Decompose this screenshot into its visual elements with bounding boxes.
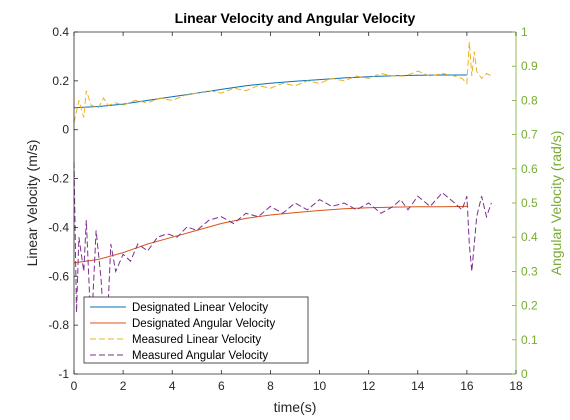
y-axis-title-left: Linear Velocity (m/s) — [24, 140, 40, 267]
measured-linear-velocity-line — [73, 41, 492, 123]
x-tick-label: 12 — [362, 379, 376, 393]
y-tick-label-left: -0.8 — [48, 318, 69, 332]
x-tick-label: 18 — [509, 379, 523, 393]
legend-box — [83, 296, 309, 364]
chart-title: Linear Velocity and Angular Velocity — [175, 10, 416, 26]
axes-layer: 0 2 4 6 8 10 12 14 16 180.40.20-0.2-0.4-0.6-0.8-1… — [48, 25, 538, 393]
y-tick-label-right: 0.7 — [521, 128, 538, 142]
y-tick-label-left: -0.4 — [48, 220, 69, 234]
y-tick-label-right: 0 — [521, 367, 528, 381]
legend: Designated Linear Velocity Designated Ang… — [83, 296, 309, 364]
y-tick-label-left: -1 — [58, 367, 69, 381]
x-tick-label: 6 — [218, 379, 225, 393]
x-tick-label: 2 — [120, 379, 127, 393]
y-tick-label-left: 0 — [62, 123, 69, 137]
y-tick-label-right: 0.4 — [521, 230, 538, 244]
y-tick-label-left: 0.4 — [52, 25, 69, 39]
x-tick-label: 16 — [460, 379, 474, 393]
x-tick-label: 14 — [411, 379, 425, 393]
y-tick-label-right: 1 — [521, 25, 528, 39]
designated-angular-velocity-line — [73, 205, 467, 264]
x-tick-label: 10 — [313, 379, 327, 393]
x-tick-label: 0 — [71, 379, 78, 393]
measured-linear-velocity-legend-label: Measured Linear Velocity — [132, 334, 261, 346]
y-tick-label-right: 0.2 — [521, 299, 538, 313]
y-tick-label-left: 0.2 — [52, 74, 69, 88]
x-tick-label: 4 — [169, 379, 176, 393]
y-tick-label-right: 0.5 — [521, 196, 538, 210]
y-tick-label-right: 0.3 — [521, 264, 538, 278]
y-tick-label-right: 0.9 — [521, 59, 538, 73]
y-tick-label-left: -0.6 — [48, 269, 69, 283]
x-axis-title: time(s) — [274, 399, 317, 415]
y-tick-label-left: -0.2 — [48, 172, 69, 186]
y-tick-label-right: 0.6 — [521, 162, 538, 176]
y-tick-label-right: 0.8 — [521, 93, 538, 107]
designated-linear-velocity-legend-label: Designated Linear Velocity — [132, 302, 268, 314]
y-tick-label-right: 0.1 — [521, 333, 538, 347]
measured-angular-velocity-legend-label: Measured Angular Velocity — [132, 350, 268, 362]
x-tick-label: 8 — [267, 379, 274, 393]
y-axis-title-right: Angular Velocity (rad/s) — [548, 131, 564, 276]
series-layer — [73, 41, 492, 357]
measured-angular-velocity-line — [73, 161, 492, 357]
designated-angular-velocity-legend-label: Designated Angular Velocity — [132, 318, 275, 330]
